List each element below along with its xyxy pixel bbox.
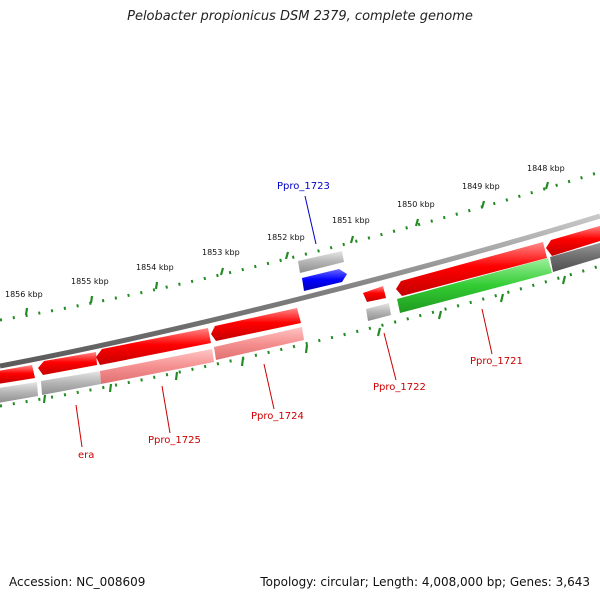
gene-labels: era Ppro_1725 Ppro_1724 Ppro_1723 Ppro_1… xyxy=(78,181,523,461)
scale-label-1855: 1855 kbp xyxy=(71,277,109,286)
cds-arrow-right-edge xyxy=(546,225,600,256)
leader-ppro-1724 xyxy=(263,363,275,410)
scale-label-1852: 1852 kbp xyxy=(267,233,305,242)
major-tick-1852 xyxy=(284,251,290,260)
inner-tick-5 xyxy=(304,344,309,354)
inner-pink-ppro-1724 xyxy=(214,327,304,360)
gene-label-ppro-1721: Ppro_1721 xyxy=(470,356,523,367)
forward-cds-row xyxy=(0,225,600,384)
gene-label-ppro-1724: Ppro_1724 xyxy=(251,411,304,422)
inner-scale-major-ticks xyxy=(42,275,567,404)
leader-ppro-1722 xyxy=(383,332,397,381)
cds-arrow-era-region xyxy=(38,352,97,375)
cds-arrow-ppro-1722 xyxy=(363,286,386,302)
scale-label-1856: 1856 kbp xyxy=(5,290,43,299)
major-tick-1853 xyxy=(219,267,225,276)
leader-era xyxy=(75,404,83,448)
inner-tick-4 xyxy=(376,327,382,337)
inner-feature-row xyxy=(0,242,600,403)
inner-tick-3 xyxy=(437,310,443,320)
scale-label-1854: 1854 kbp xyxy=(136,263,174,272)
inner-tick-1 xyxy=(561,275,567,285)
leader-ppro-1721 xyxy=(481,308,493,355)
inner-tick-7 xyxy=(174,371,179,381)
major-tick-1849 xyxy=(480,200,486,209)
ppro-1723-blue-arrow xyxy=(302,269,347,291)
inner-gray-ppro-1722 xyxy=(366,303,391,321)
major-tick-1856 xyxy=(24,307,29,316)
inner-tick-6 xyxy=(240,357,245,367)
genome-backbone xyxy=(0,213,600,369)
major-tick-1854 xyxy=(154,281,159,290)
inner-gray-left xyxy=(0,382,38,403)
scale-label-1853: 1853 kbp xyxy=(202,248,240,257)
map-title: Pelobacter propionicus DSM 2379, complet… xyxy=(127,9,473,24)
major-tick-1851 xyxy=(349,235,355,244)
gene-label-ppro-1725: Ppro_1725 xyxy=(148,435,201,446)
leader-ppro-1725 xyxy=(161,385,171,434)
outer-scale-labels: 1848 kbp 1849 kbp 1850 kbp 1851 kbp 1852… xyxy=(5,164,565,299)
gene-label-ppro-1723: Ppro_1723 xyxy=(277,181,330,192)
gene-label-era: era xyxy=(78,450,94,461)
inner-green-ppro-1721 xyxy=(397,258,552,313)
cds-arrow-left-edge xyxy=(0,365,35,384)
inner-dark-gray-right xyxy=(550,242,600,272)
inner-tick-8 xyxy=(108,383,113,393)
inner-tick-9 xyxy=(42,394,47,404)
scale-label-1849: 1849 kbp xyxy=(462,182,500,191)
accession-text: Accession: NC_008609 xyxy=(9,575,146,589)
major-tick-1848 xyxy=(544,181,550,190)
scale-label-1851: 1851 kbp xyxy=(332,216,370,225)
ppro-1723-gray-bar xyxy=(298,251,344,273)
cds-arrow-ppro-1725 xyxy=(96,328,211,365)
major-tick-1855 xyxy=(89,295,94,304)
inner-gray-era xyxy=(41,371,101,395)
scale-label-1848: 1848 kbp xyxy=(527,164,565,173)
genome-summary-text: Topology: circular; Length: 4,008,000 bp… xyxy=(260,575,590,589)
cds-arrow-ppro-1724 xyxy=(211,308,301,341)
outer-scale-major-ticks xyxy=(24,181,550,316)
gene-label-ppro-1722: Ppro_1722 xyxy=(373,382,426,393)
ppro-1723-features xyxy=(298,251,347,291)
inner-tick-2 xyxy=(499,293,505,303)
scale-label-1850: 1850 kbp xyxy=(397,200,435,209)
inner-pink-ppro-1725 xyxy=(100,349,214,384)
major-tick-1850 xyxy=(414,218,420,227)
cds-arrow-ppro-1721 xyxy=(396,242,547,296)
leader-ppro-1723 xyxy=(304,195,317,245)
label-leaders xyxy=(75,195,493,448)
